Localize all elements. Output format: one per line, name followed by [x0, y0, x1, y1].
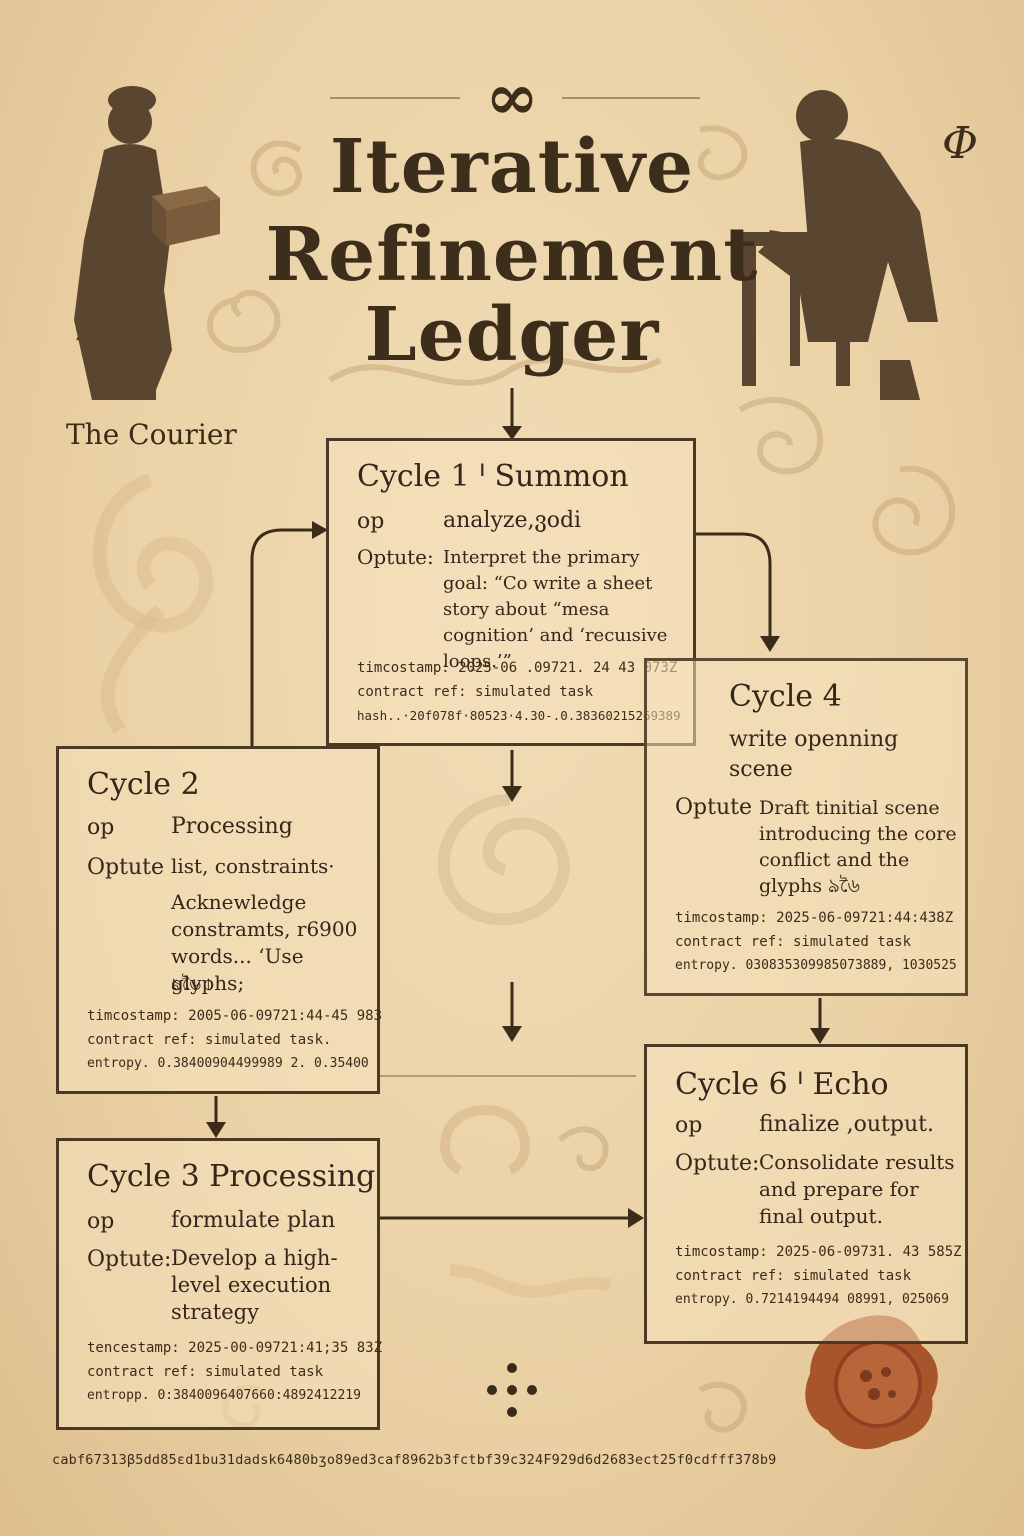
page-title-line-3: Ledger [364, 292, 660, 378]
cycle-1-hash: hash..·20f078f·80523·4.30-.0.38360215269… [357, 708, 681, 723]
cycle-1-output-value: Interpret the primary goal: “Co write a … [443, 547, 668, 672]
cycle-2-glyphs: ঌ৬ৈ ৷ [171, 974, 210, 995]
cycle-2-op-label: op [87, 815, 115, 840]
swirl-ornaments [92, 125, 956, 1433]
page-title-line-2: Refinement [265, 212, 759, 298]
dot-glyph [487, 1363, 537, 1417]
cycle-2-timestamp: timcostamp: 2005-06-09721:44-45 983 [87, 1008, 383, 1024]
cycle-2-contract: contract ref: simulated task. [87, 1032, 332, 1048]
cycle-6-output-value: Consolidate results and prepare for fina… [759, 1150, 955, 1228]
cycle-4-timestamp: timcostamp: 2025-06-09721:44:438Z [675, 910, 954, 926]
cycle-1-op-value: analyze,ვodi [443, 508, 582, 533]
cycle-2-entropy: entropy. 0.38400904499989 2. 0.35400 [87, 1056, 369, 1071]
swirl-wave [328, 357, 662, 386]
cycle-6-entropy: entropy. 0.7214194494 08991, 025069 [675, 1292, 949, 1307]
page-title-line-1: Iterative [329, 124, 695, 210]
cycle-6-output-label: Optute: [675, 1151, 760, 1176]
cycle-6-card: Cycle 6 ᑊ Echo op finalize ,output. Optu… [644, 1044, 968, 1344]
cycle-3-op-label: op [87, 1209, 115, 1234]
cycle-3-entropy: entropp. 0:3840096407660:4892412219 [87, 1388, 361, 1403]
cycle-1-card: Cycle 1 ᑊ Summon op analyze,ვodi Optute:… [326, 438, 696, 746]
arrow-cycle1-to-cycle4 [696, 532, 772, 640]
arrow-cycle2-to-cycle1 [250, 528, 314, 746]
cycle-6-title: Cycle 6 ᑊ Echo [675, 1067, 889, 1102]
cycle-3-output-value: Develop a high-level execution strategy [171, 1246, 338, 1324]
cycle-1-timestamp: timcostamp: 2025-06 .09721. 24 43 073Z [357, 660, 678, 676]
swirl-right-mid [697, 125, 748, 181]
flow-connectors [214, 388, 822, 1220]
cycle-4-output-value: Draft tinitial scene introducing the cor… [759, 797, 957, 897]
cycle-2-output-value: list, constraints· [171, 854, 335, 878]
swirl-mid-bottom [449, 1264, 612, 1298]
cycle-3-title: Cycle 3 Processing [87, 1159, 376, 1194]
courier-label: The Courier [66, 418, 237, 451]
cycle-3-output-label: Optute: [87, 1247, 172, 1272]
cycle-3-contract: contract ref: simulated task [87, 1364, 324, 1380]
swirl-left-mid [207, 290, 281, 354]
cycle-6-timestamp: timcostamp: 2025-06-09731. 43 585Z [675, 1244, 962, 1260]
cycle-6-op-value: finalize ,output. [759, 1112, 934, 1137]
swirl-omega [440, 1104, 530, 1175]
cycle-2-op-value: Processing [171, 814, 293, 839]
cycle-6-op-label: op [675, 1113, 703, 1138]
swirl-center-ring [437, 794, 570, 926]
phi-symbol: Φ [942, 118, 979, 169]
swirl-left-tail [100, 605, 165, 735]
cycle-4-title: Cycle 4 [729, 679, 842, 714]
scribe-silhouette [736, 90, 938, 400]
arrowheads [206, 426, 830, 1228]
wax-seal [805, 1315, 938, 1450]
cycle-2-title: Cycle 2 [87, 767, 200, 802]
swirl-left-big [92, 473, 214, 633]
swirl-right-low [738, 397, 824, 475]
cycle-4-subtitle: write openning scene [729, 727, 899, 782]
courier-silhouette [74, 86, 172, 400]
cycle-3-timestamp: tencestamp: 2025-00-09721:41;35 83Z [87, 1340, 383, 1356]
cycle-4-output-label: Optute [675, 795, 752, 820]
cycle-4-contract: contract ref: simulated task [675, 934, 912, 950]
footer-hash: cabf67313β5dd85ɛd1bu31dadsk6480bʒo89ed3c… [52, 1452, 777, 1468]
cycle-4-entropy: entropy. 030835309985073889, 1030525 [675, 958, 957, 973]
cycle-1-output-label: Optute: [357, 545, 434, 569]
cycle-2-output-label: Optute [87, 855, 164, 880]
parcel-icon [152, 186, 220, 246]
swirl-bottom-right [698, 1381, 747, 1433]
cycle-3-card: Cycle 3 Processing op formulate plan Opt… [56, 1138, 383, 1430]
swirl-left-top [250, 140, 303, 197]
cycle-3-op-value: formulate plan [171, 1208, 336, 1233]
cycle-1-op-label: op [357, 509, 385, 534]
infinity-symbol: ∞ [485, 60, 539, 135]
cycle-1-title: Cycle 1 ᑊ Summon [357, 459, 629, 494]
cycle-2-output-detail: Acknewledge constramts, r6900 words... ‘… [171, 890, 358, 995]
cycle-1-contract: contract ref: simulated task [357, 684, 594, 700]
swirl-small-right [557, 1126, 609, 1172]
cycle-4-card: Cycle 4 write openning scene Optute Draf… [644, 658, 968, 996]
cycle-6-contract: contract ref: simulated task [675, 1268, 912, 1284]
swirl-right-side [872, 465, 956, 556]
cycle-2-card: Cycle 2 op Processing Optute list, const… [56, 746, 383, 1094]
